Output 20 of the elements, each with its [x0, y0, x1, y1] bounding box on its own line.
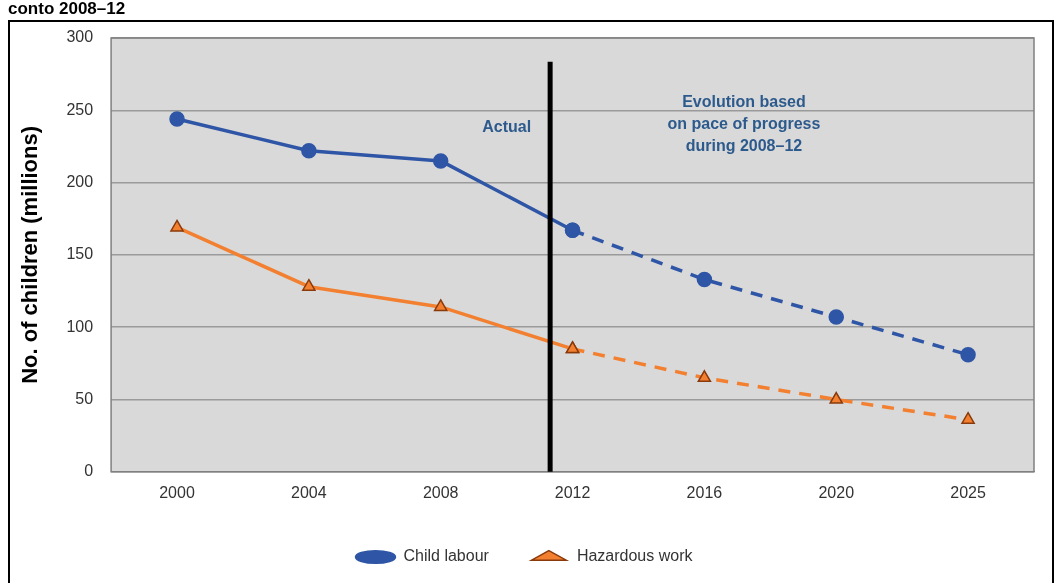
y-tick-label: 200 — [66, 173, 94, 191]
y-tick-label: 0 — [84, 462, 94, 480]
y-tick-label: 250 — [66, 100, 94, 118]
x-tick-label: 2008 — [422, 483, 459, 501]
chart-title: conto 2008–12 — [8, 0, 126, 18]
y-tick-label: 50 — [75, 389, 94, 407]
y-tick-label: 100 — [66, 317, 94, 335]
x-tick-label: 2012 — [554, 483, 591, 501]
x-tick-label: 2025 — [950, 483, 986, 501]
annotation: Evolution based on pace of progress during 2008–12 — [667, 93, 821, 155]
x-tick-label: 2004 — [291, 483, 327, 501]
y-axis-title: No. of children (millions) — [17, 125, 43, 384]
y-tick-label: 300 — [66, 28, 94, 46]
x-tick-label: 2016 — [686, 483, 723, 501]
annotation: Actual — [482, 118, 532, 136]
x-tick-label: 2000 — [159, 483, 195, 501]
legend-label: Hazardous work — [576, 547, 694, 565]
legend-label: Child labour — [403, 547, 490, 565]
x-tick-label: 2020 — [818, 483, 855, 501]
y-tick-label: 150 — [66, 245, 94, 263]
